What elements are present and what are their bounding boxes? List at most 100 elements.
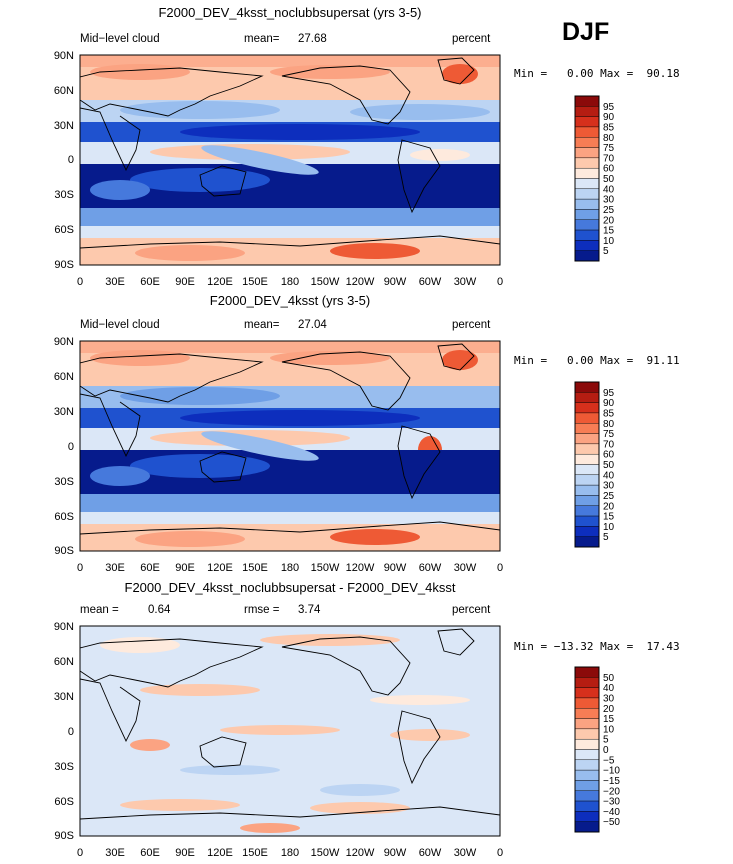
map-frame bbox=[79, 340, 501, 552]
colorbar-swatch bbox=[574, 167, 600, 179]
coast-eurasia bbox=[80, 353, 264, 403]
p3-lat-tick: 60N bbox=[53, 656, 74, 668]
p1-lon-tick: 150E bbox=[242, 276, 268, 288]
colorbar-label: 40 bbox=[603, 184, 615, 195]
panel-1-mean-label: mean= bbox=[244, 33, 280, 45]
colorbar-label: −30 bbox=[603, 797, 620, 808]
p1-lat-tick: 30N bbox=[53, 120, 74, 132]
colorbar-swatch bbox=[574, 240, 600, 251]
p3-lat-tick: 90S bbox=[54, 830, 74, 842]
colorbar-swatch bbox=[574, 505, 600, 517]
p3-lon-tick: 90E bbox=[175, 847, 195, 859]
colorbar-label: −10 bbox=[603, 766, 620, 777]
colorbar-label: 30 bbox=[603, 693, 615, 704]
colorbar-label: 90 bbox=[603, 398, 615, 409]
p3-lat-tick: 30S bbox=[54, 761, 74, 773]
panel-2-variable: Mid−level cloud bbox=[80, 319, 160, 331]
colorbar-label: −5 bbox=[603, 755, 615, 766]
p1-lat-tick: 90S bbox=[54, 259, 74, 271]
p1-lon-tick: 60E bbox=[140, 276, 160, 288]
map-panel-2 bbox=[79, 340, 501, 552]
coast-eurasia bbox=[80, 638, 264, 688]
coast-africa bbox=[80, 678, 141, 743]
coast-north-america bbox=[281, 351, 411, 411]
colorbar-label: 30 bbox=[603, 195, 615, 206]
colorbar-label: −40 bbox=[603, 807, 620, 818]
colorbar-label: 10 bbox=[603, 236, 615, 247]
p1-lon-tick: 30E bbox=[105, 276, 125, 288]
p3-lon-tick: 0 bbox=[496, 847, 504, 859]
colorbar-swatch bbox=[574, 484, 600, 496]
p2-lon-tick: 180 bbox=[280, 562, 300, 574]
colorbar-label: 80 bbox=[603, 133, 615, 144]
colorbar-swatch bbox=[574, 677, 600, 688]
colorbar-swatch bbox=[574, 515, 600, 527]
p1-lat-tick: 60S bbox=[54, 224, 74, 236]
map-frame bbox=[79, 54, 501, 266]
p3-lon-tick: 0 bbox=[76, 847, 84, 859]
colorbar-swatch bbox=[574, 464, 600, 476]
coast-south-america bbox=[397, 710, 441, 785]
p3-lon-tick: 60W bbox=[418, 847, 442, 859]
colorbar-label: 5 bbox=[603, 735, 609, 746]
colorbar-swatch bbox=[574, 821, 600, 833]
p1-lon-tick: 0 bbox=[496, 276, 504, 288]
colorbar-label: 80 bbox=[603, 419, 615, 430]
p2-lon-tick: 30W bbox=[453, 562, 477, 574]
colorbar-frame bbox=[574, 666, 600, 833]
p1-lat-tick: 30S bbox=[54, 189, 74, 201]
colorbar-swatch bbox=[574, 95, 600, 107]
colorbar-label: 10 bbox=[603, 724, 615, 735]
colorbar-label: 40 bbox=[603, 683, 615, 694]
colorbar-swatch bbox=[574, 708, 600, 719]
colorbar-swatch bbox=[574, 800, 600, 812]
panel-3-title: F2000_DEV_4ksst_noclubbsupersat - F2000_… bbox=[124, 580, 456, 595]
p1-lon-tick: 30W bbox=[453, 276, 477, 288]
colorbar-swatch bbox=[574, 229, 600, 241]
p2-lon-tick: 60W bbox=[418, 562, 442, 574]
colorbar-label: 60 bbox=[603, 164, 615, 175]
colorbar-label: 0 bbox=[603, 745, 609, 756]
colorbar-swatch bbox=[574, 780, 600, 791]
p2-lat-tick: 90N bbox=[53, 336, 74, 348]
p3-lon-tick: 90W bbox=[383, 847, 407, 859]
colorbar-swatch bbox=[574, 811, 600, 822]
p2-lat-tick: 60S bbox=[54, 511, 74, 523]
colorbar-swatch bbox=[574, 433, 600, 445]
colorbar-label: 20 bbox=[603, 215, 615, 226]
p2-lon-tick: 150W bbox=[310, 562, 340, 574]
colorbar-swatch bbox=[574, 137, 600, 148]
colorbar-swatch bbox=[574, 759, 600, 771]
coast-australia bbox=[199, 451, 247, 483]
colorbar-label: 5 bbox=[603, 246, 609, 257]
colorbar-label: 5 bbox=[603, 532, 609, 543]
panel-1-units: percent bbox=[452, 33, 491, 45]
colorbar-label: 60 bbox=[603, 450, 615, 461]
panel-2-units: percent bbox=[452, 319, 491, 331]
panel-3-mean-value: 0.64 bbox=[148, 604, 171, 616]
coast-greenland bbox=[437, 57, 475, 85]
panel-2-mean-value: 27.04 bbox=[298, 319, 327, 331]
map-panel-1 bbox=[79, 54, 501, 266]
colorbar-swatch bbox=[574, 250, 600, 262]
colorbar-label: 25 bbox=[603, 491, 615, 502]
colorbar-swatch bbox=[574, 536, 600, 548]
coast-antarctica bbox=[80, 806, 500, 820]
p3-lon-tick: 30E bbox=[105, 847, 125, 859]
coast-south-america bbox=[397, 425, 441, 500]
colorbar-label: 95 bbox=[603, 102, 615, 113]
colorbar-label: −20 bbox=[603, 786, 620, 797]
p2-lat-tick: 30S bbox=[54, 476, 74, 488]
p1-lat-tick: 60N bbox=[53, 85, 74, 97]
colorbar-label: 20 bbox=[603, 501, 615, 512]
p3-lon-tick: 60E bbox=[140, 847, 160, 859]
colorbar-swatch bbox=[574, 157, 600, 169]
p3-lon-tick: 180 bbox=[280, 847, 300, 859]
map-panel-3 bbox=[79, 625, 501, 837]
p1-lon-tick: 120W bbox=[345, 276, 375, 288]
colorbar-label: 15 bbox=[603, 226, 615, 237]
colorbar-swatch bbox=[574, 402, 600, 414]
panel-1-minmax: Min = 0.00 Max = 90.18 bbox=[514, 67, 680, 80]
